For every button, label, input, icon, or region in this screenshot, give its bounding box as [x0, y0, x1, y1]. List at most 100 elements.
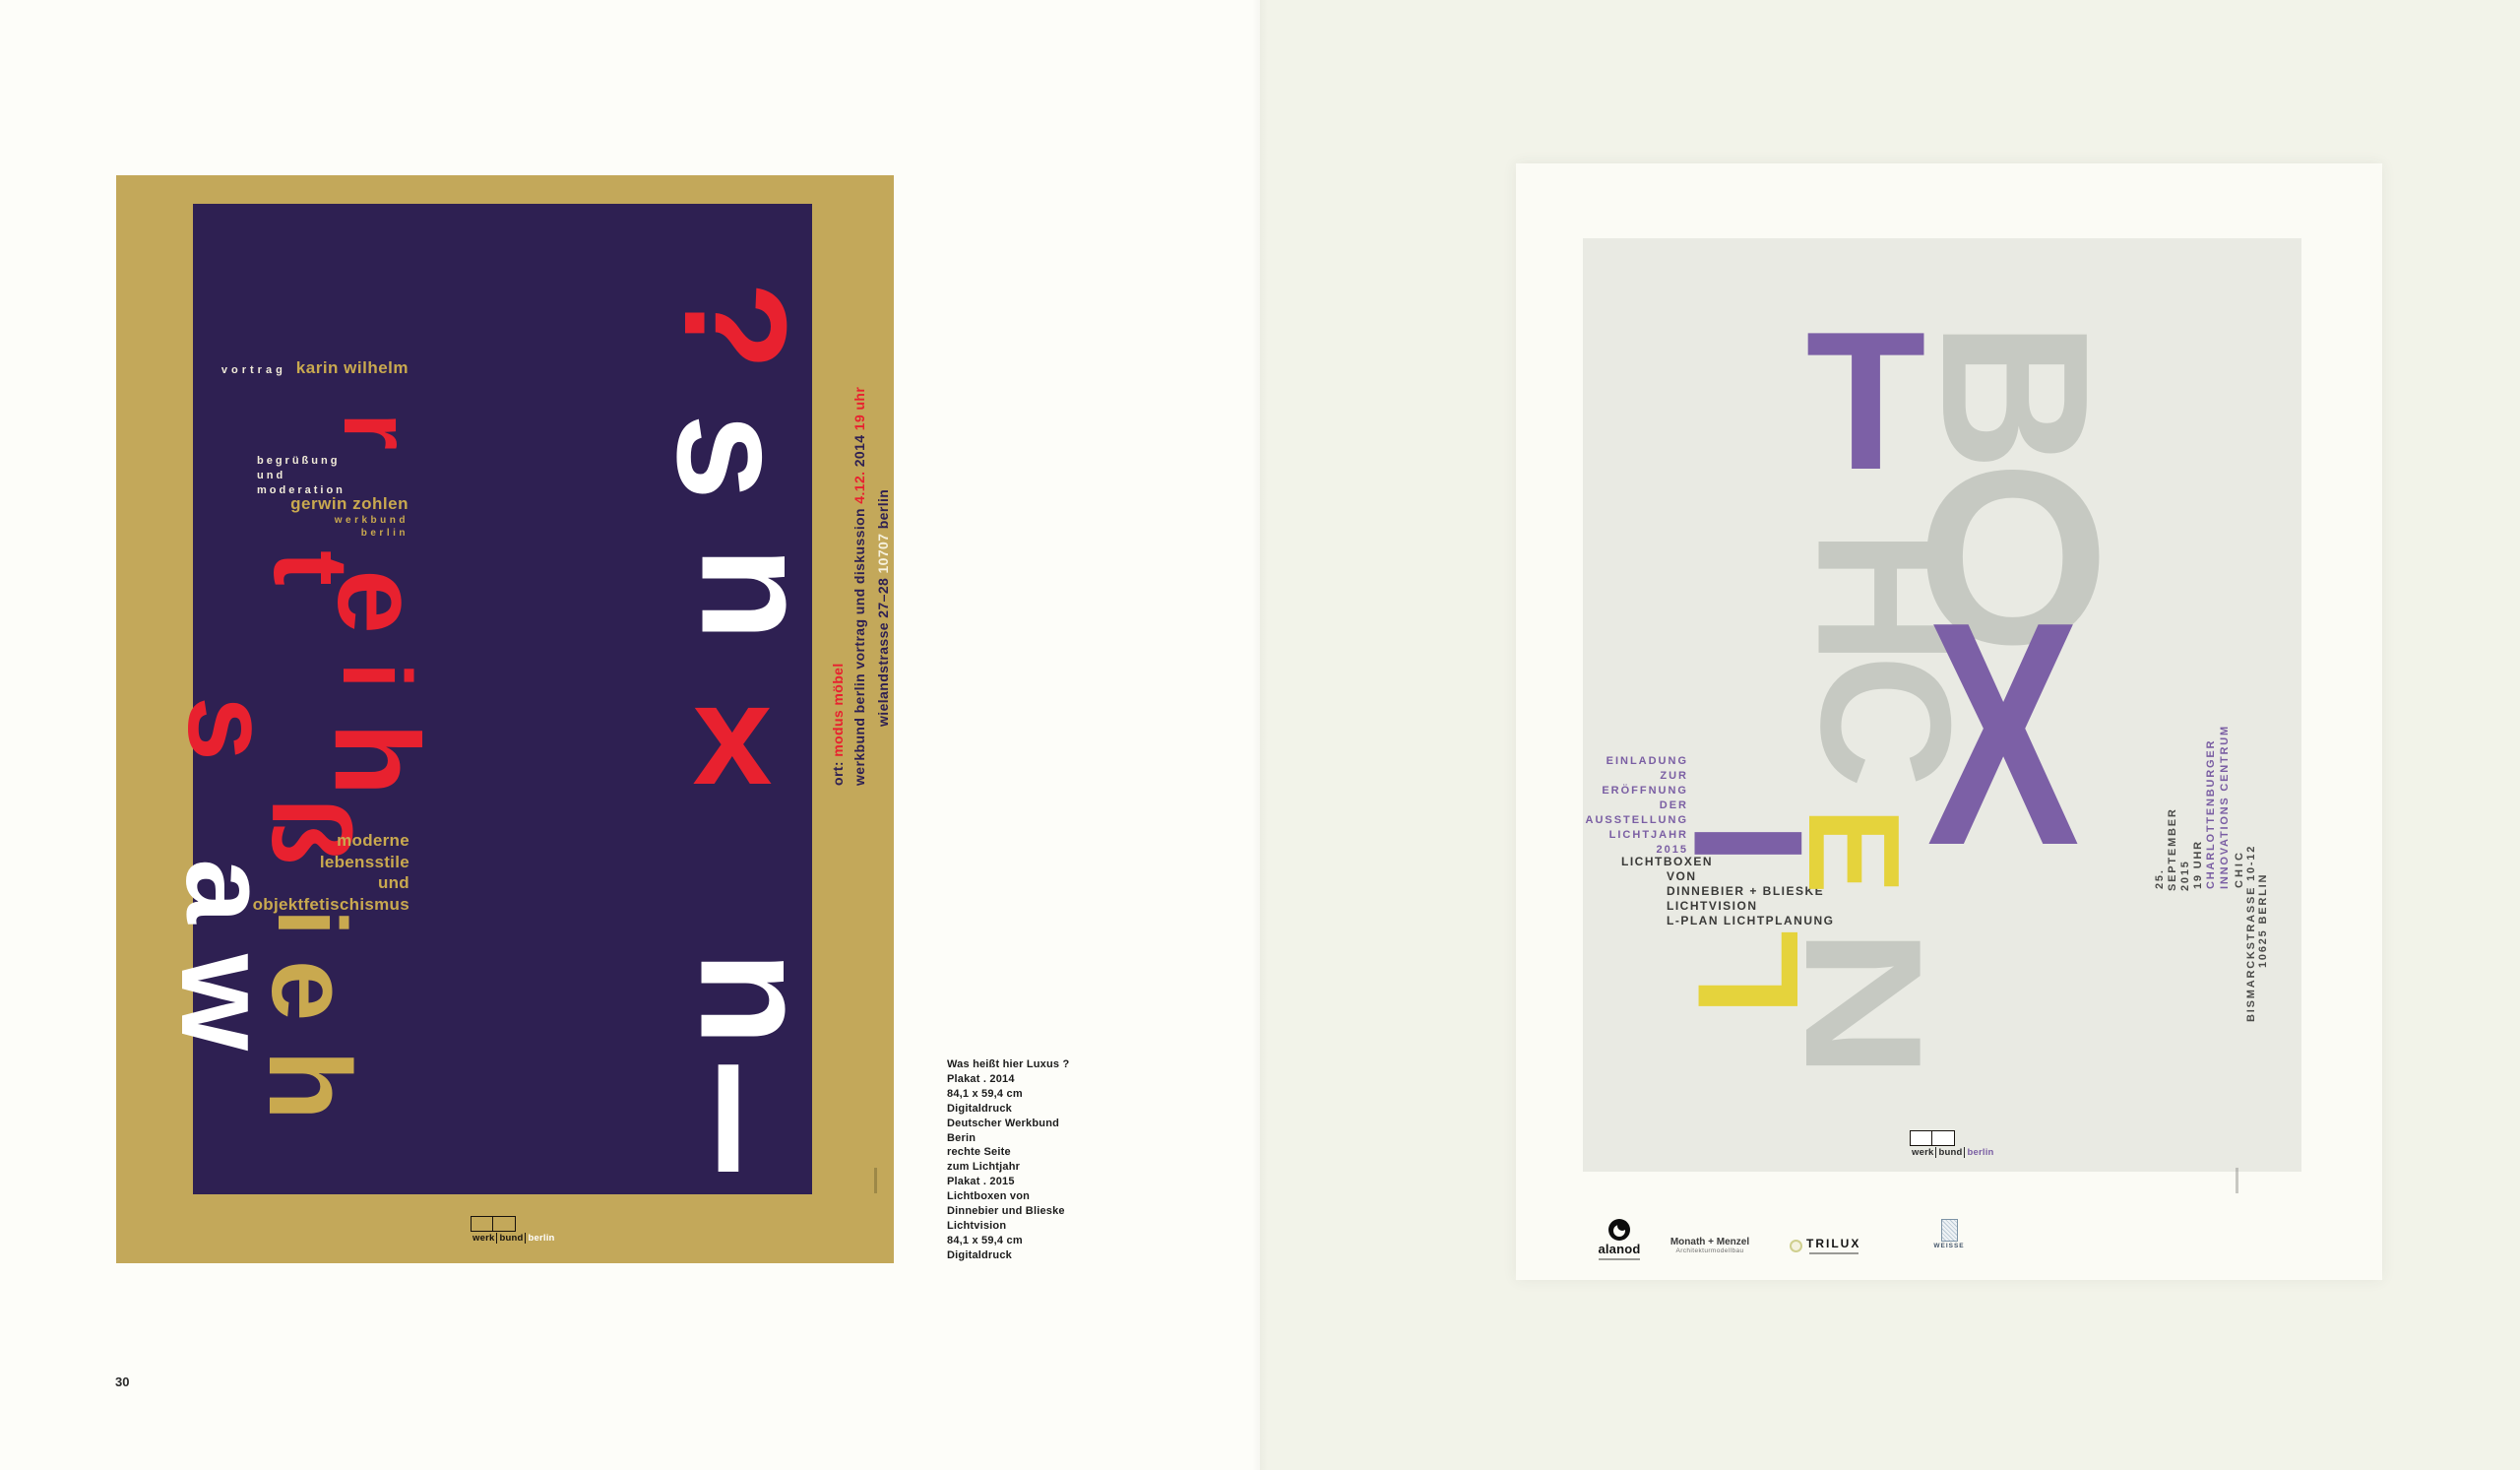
poster-letter: e	[249, 959, 372, 1022]
poster-letter: h	[310, 722, 444, 797]
caption-block: Was heißt hier Luxus ? Plakat . 2014 84,…	[947, 1057, 1069, 1263]
invite-line: ZUR	[1660, 770, 1688, 782]
caption-line: Lichtvision	[947, 1219, 1007, 1232]
poster-purple-field	[193, 204, 812, 1194]
event-org: werkbund berlin vortrag und diskussion	[851, 503, 867, 786]
poster-letter: u	[644, 950, 817, 1047]
sponsor-alanod: alanod	[1590, 1219, 1649, 1260]
logo-word: berlin	[528, 1233, 555, 1244]
program-line: LICHTVISION	[1667, 899, 1758, 913]
theme-line: moderne	[337, 831, 410, 850]
event-year-line: 2015	[2179, 860, 2191, 891]
moderation-line: moderation	[257, 484, 346, 496]
left-page: s a w t ß i e h r e i h ? s u x u l vort…	[115, 175, 1070, 1389]
postcode: 10707	[875, 529, 891, 574]
event-time-line: 19 UHR	[2192, 840, 2204, 889]
caption-line: Deutscher Werkbund	[947, 1117, 1060, 1129]
lecture-line: vortrag karin wilhelm	[221, 358, 409, 378]
invite-line: AUSSTELLUNG	[1585, 814, 1688, 826]
caption-line: Plakat . 2015	[947, 1176, 1015, 1188]
poster-letter: i	[323, 662, 431, 689]
org-line: berlin	[360, 528, 409, 539]
program-line: VON	[1667, 869, 1697, 883]
caption-line: Digitaldruck	[947, 1248, 1012, 1261]
caption-line: zum Lichtjahr	[947, 1161, 1021, 1174]
invite-line: DER	[1659, 799, 1688, 811]
invite-line: LICHTJAHR	[1608, 829, 1688, 841]
page-spine-divider	[1252, 0, 1268, 1470]
street: wielandstrasse 27–28	[875, 573, 891, 727]
event-day-line: 25.	[2154, 868, 2166, 889]
moderation-line: begrüßung	[257, 455, 341, 467]
event-date: 4.12.	[851, 467, 867, 504]
caption-line: Was heißt hier Luxus ?	[947, 1058, 1070, 1070]
logo-word: werk	[471, 1233, 498, 1244]
sponsor-tagline-bar	[1599, 1258, 1640, 1260]
organisation-block: werkbund berlin	[335, 514, 409, 540]
caption-line: Lichtboxen von	[947, 1190, 1031, 1203]
logo-word: bund	[1936, 1147, 1966, 1158]
logo-box-icon	[1932, 1130, 1955, 1146]
poster-lichtboxen: T B O H C X I E L N EINLADUNG ZUR ERÖFFN…	[1583, 238, 2301, 1172]
poster-was-heisst-hier-luxus: s a w t ß i e h r e i h ? s u x u l vort…	[116, 175, 894, 1263]
sponsor-trilux: TRILUX	[1790, 1237, 1898, 1254]
trilux-logo-icon	[1790, 1239, 1802, 1252]
werkbund-logo: werk bund berlin	[1910, 1130, 1996, 1158]
venue-line: INNOVATIONS CENTRUM	[2219, 724, 2231, 889]
sponsor-subtitle: Architekturmodellbau	[1675, 1247, 1744, 1254]
poster-letter: I	[1662, 821, 1835, 865]
theme-line: und	[377, 873, 410, 892]
venue-city-line: 10625 BERLIN	[2257, 872, 2269, 968]
designer-credit-micro	[2236, 1168, 2238, 1193]
poster-letter: e	[313, 569, 443, 634]
location-value: modus möbel	[830, 663, 846, 757]
theme-block: moderne lebensstile und objektfetischism…	[253, 830, 410, 915]
poster-letter: ?	[654, 281, 816, 371]
speaker-name: karin wilhelm	[295, 358, 409, 377]
poster-letter: s	[163, 696, 293, 761]
caption-line: Digitaldruck	[947, 1102, 1012, 1115]
logo-word: bund	[497, 1233, 527, 1244]
poster-letter: r	[324, 412, 432, 451]
org-line: werkbund	[334, 515, 409, 526]
sponsor-name: Monath + Menzel	[1670, 1237, 1750, 1247]
caption-line: Plakat . 2014	[947, 1072, 1015, 1085]
logo-word: berlin	[1967, 1147, 1994, 1158]
right-page: T B O H C X I E L N EINLADUNG ZUR ERÖFFN…	[1260, 0, 2520, 1470]
poster-letter: L	[1668, 927, 1828, 1016]
program-line: DINNEBIER + BLIESKE	[1667, 884, 1825, 898]
poster-letter: O	[1917, 419, 2110, 696]
moderation-block: begrüßung und moderation	[257, 454, 346, 498]
poster-letter: l	[708, 1038, 749, 1203]
werkbund-logo-boxes-icon	[1910, 1130, 1996, 1146]
event-month-line: SEPTEMBER	[2167, 807, 2178, 891]
program-line: LICHTBOXEN	[1621, 855, 1713, 868]
program-line: L-PLAN LICHTPLANUNG	[1667, 914, 1835, 927]
alanod-logo-icon	[1608, 1219, 1630, 1241]
sponsor-name: TRILUX	[1806, 1237, 1861, 1250]
logo-word: werk	[1910, 1147, 1937, 1158]
caption-line: Dinnebier und Blieske	[947, 1205, 1065, 1218]
event-address-line: wielandstrasse 27–28 10707 berlin	[875, 489, 891, 727]
page-number: 30	[115, 1374, 130, 1389]
sponsor-name: WEISSE	[1933, 1243, 1965, 1249]
moderator-name: gerwin zohlen	[290, 494, 409, 513]
vortrag-label: vortrag	[220, 364, 286, 376]
sponsor-monath-menzel: Monath + Menzel Architekturmodellbau	[1646, 1237, 1774, 1254]
sponsor-row: alanod Monath + Menzel Architekturmodell…	[1585, 1219, 2333, 1268]
caption-line: 84,1 x 59,4 cm	[947, 1234, 1023, 1246]
werkbund-logo-boxes-icon	[471, 1216, 557, 1232]
poster-letter: T	[1805, 291, 1926, 511]
theme-line: objektfetischismus	[252, 894, 410, 914]
theme-line: lebensstile	[319, 852, 410, 871]
invite-line: 2015	[1656, 844, 1688, 856]
event-location-line: ort: modus möbel	[830, 663, 846, 786]
logo-box-icon	[493, 1216, 516, 1232]
poster-letter: u	[645, 545, 818, 642]
designer-credit-micro	[874, 1168, 877, 1193]
logo-box-icon	[471, 1216, 493, 1232]
location-label: ort:	[830, 756, 846, 786]
caption-line: Berin	[947, 1131, 976, 1144]
weisse-crest-icon	[1940, 1219, 1958, 1242]
